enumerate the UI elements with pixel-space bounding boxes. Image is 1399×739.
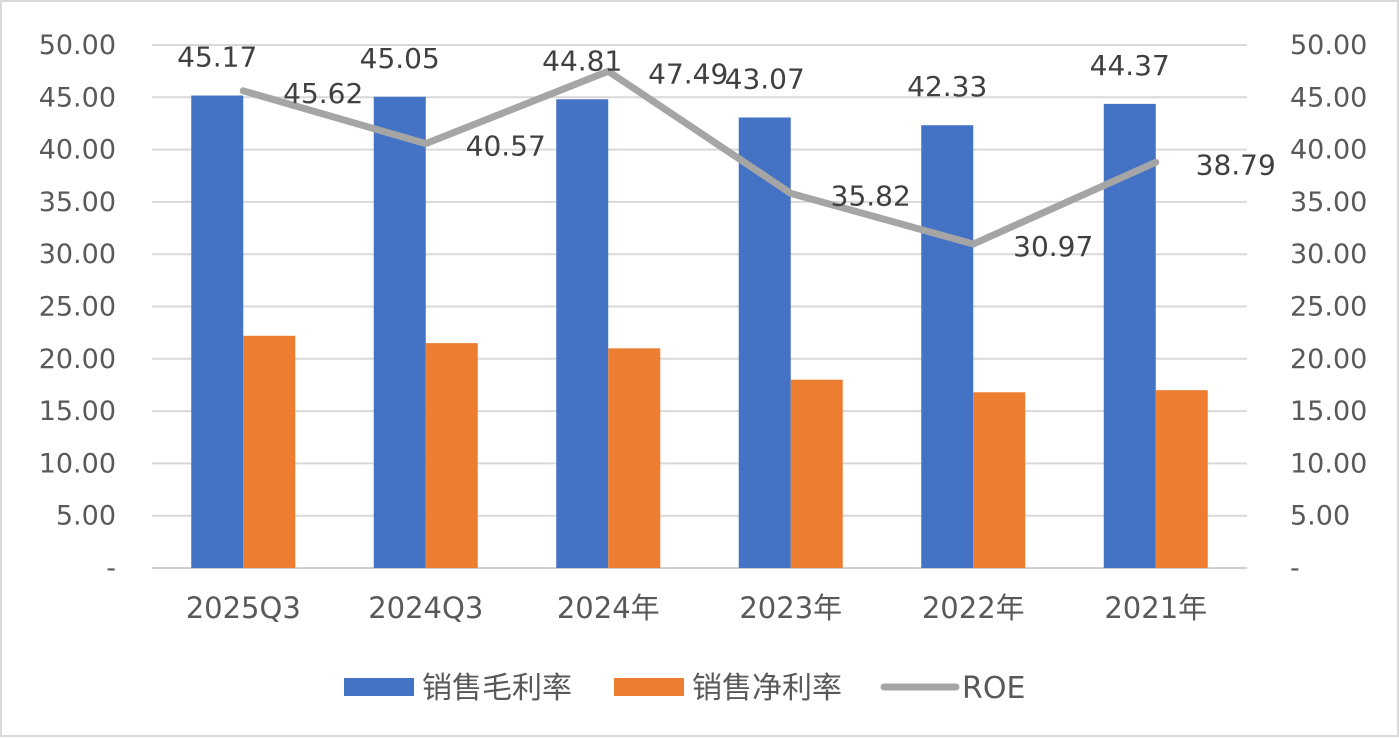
bar-gross-margin	[921, 125, 974, 568]
y2-tick-label: -	[1290, 553, 1300, 584]
x-tick-label: 2022年	[922, 591, 1025, 625]
roe-point	[788, 191, 793, 196]
bar-net-margin	[1155, 390, 1208, 568]
bar-data-label: 42.33	[907, 70, 987, 103]
bar-gross-margin	[373, 96, 426, 568]
legend-item: ROE	[880, 671, 1025, 706]
y-tick-label: 40.00	[39, 135, 116, 166]
y-tick-label: 5.00	[56, 501, 116, 532]
bar-data-label: 43.07	[725, 62, 805, 95]
y-tick-label: 20.00	[39, 344, 116, 375]
bar-gross-margin	[191, 95, 244, 569]
bar-net-margin	[790, 379, 843, 568]
y2-tick-label: 15.00	[1290, 396, 1367, 427]
x-tick-label: 2021年	[1104, 591, 1207, 625]
bar-gross-margin	[556, 99, 609, 568]
legend-label: 销售净利率	[692, 671, 842, 706]
line-series	[239, 67, 1160, 248]
roe-point	[1153, 160, 1158, 165]
legend-swatch	[344, 678, 414, 696]
legend: 销售毛利率 销售净利率 ROE	[344, 671, 1025, 706]
y2-tick-label: 20.00	[1290, 344, 1367, 375]
data-labels: 45.17 45.05 44.81 43.07 42.33 44.37 45.62 40.57…	[177, 41, 1276, 264]
y-tick-label: 35.00	[39, 187, 116, 218]
line-data-label: 45.62	[283, 77, 363, 110]
legend-label: ROE	[962, 671, 1025, 706]
x-tick-label: 2024Q3	[368, 591, 483, 625]
line-data-label: 40.57	[466, 130, 546, 163]
y2-tick-label: 25.00	[1290, 292, 1367, 323]
y-tick-label: 50.00	[39, 30, 116, 61]
line-data-label: 30.97	[1013, 230, 1093, 263]
gridlines	[152, 44, 1247, 569]
line-data-label: 38.79	[1196, 148, 1276, 181]
bar-net-margin	[243, 335, 296, 568]
y2-tick-label: 10.00	[1290, 448, 1367, 479]
roe-point	[241, 88, 246, 93]
y-tick-label: -	[106, 553, 116, 584]
y-tick-label: 15.00	[39, 396, 116, 427]
y2-tick-label: 50.00	[1290, 30, 1367, 61]
legend-item: 销售净利率	[614, 671, 842, 706]
bar-data-label: 44.81	[542, 44, 622, 77]
y-tick-label: 30.00	[39, 239, 116, 270]
legend-swatch	[614, 678, 684, 696]
y2-tick-label: 40.00	[1290, 135, 1367, 166]
y2-tick-label: 30.00	[1290, 239, 1367, 270]
bar-net-margin	[608, 348, 661, 568]
y2-tick-label: 45.00	[1290, 82, 1367, 113]
bar-net-margin	[425, 343, 478, 568]
line-data-label: 47.49	[648, 57, 728, 90]
bar-data-label: 45.17	[177, 41, 257, 74]
y2-tick-label: 35.00	[1290, 187, 1367, 218]
legend-label: 销售毛利率	[422, 671, 572, 706]
roe-point	[423, 141, 428, 146]
y-tick-label: 45.00	[39, 82, 116, 113]
y2-tick-label: 5.00	[1290, 501, 1350, 532]
x-tick-label: 2023年	[739, 591, 842, 625]
axes: - 5.00 10.00 15.00 20.00 25.00 30.00 35.00 40.00…	[39, 30, 1368, 625]
x-tick-label: 2025Q3	[186, 591, 301, 625]
roe-line	[239, 67, 1160, 248]
y-tick-label: 10.00	[39, 448, 116, 479]
legend-item: 销售毛利率	[344, 671, 572, 706]
bar-data-label: 45.05	[360, 42, 440, 75]
y-tick-label: 25.00	[39, 292, 116, 323]
line-data-label: 35.82	[831, 179, 911, 212]
x-tick-label: 2024年	[557, 591, 660, 625]
bar-net-margin	[973, 392, 1026, 568]
bar-gross-margin	[738, 117, 791, 569]
bar-data-label: 44.37	[1090, 49, 1170, 82]
roe-point	[606, 69, 611, 74]
bar-series	[191, 95, 1208, 569]
roe-point	[971, 242, 976, 247]
